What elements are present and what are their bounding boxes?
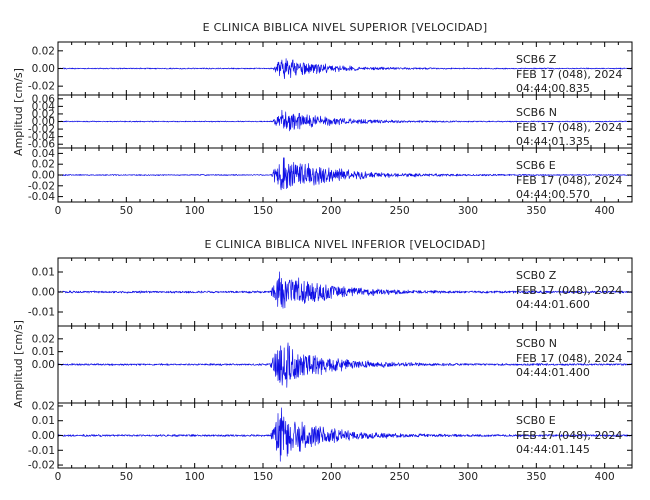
y-tick-label: 0.04 xyxy=(32,101,56,113)
x-tick-label: 50 xyxy=(120,205,133,217)
x-tick-label: 150 xyxy=(253,471,273,483)
y-tick-label: -0.04 xyxy=(28,131,55,143)
x-tick-label: 250 xyxy=(390,205,410,217)
chart-title: E CLINICA BIBLICA NIVEL INFERIOR [VELOCI… xyxy=(205,238,486,251)
x-tick-label: 300 xyxy=(458,205,478,217)
y-tick-label: 0.01 xyxy=(32,415,55,427)
y-axis-label: Amplitud [cm/s] xyxy=(12,320,25,408)
date-label: FEB 17 (048), 2024 xyxy=(516,284,622,297)
date-label: FEB 17 (048), 2024 xyxy=(516,429,622,442)
x-tick-label: 150 xyxy=(253,205,273,217)
panel-scb0-z: -0.01 0.00 0.01 SCB0 Z FEB 17 (048), 202404:… xyxy=(28,257,633,327)
y-tick-label: -0.04 xyxy=(28,191,55,203)
y-tick-label: 0.02 xyxy=(32,159,55,171)
y-tick-label: -0.06 xyxy=(28,139,55,151)
panel-scb6-e: -0.04-0.020.000.020.04 SCB6 E FEB 17 (048)… xyxy=(28,147,633,203)
seismogram-trace xyxy=(58,407,632,462)
y-tick-label: -0.02 xyxy=(28,124,55,136)
y-tick-label: 0.02 xyxy=(32,333,55,345)
station-label: SCB6 N xyxy=(516,106,557,119)
x-tick-label: 200 xyxy=(321,205,341,217)
x-tick-label: 350 xyxy=(526,471,546,483)
seismogram-trace xyxy=(58,271,632,309)
seismogram-trace xyxy=(58,109,632,132)
y-tick-label: 0.00 xyxy=(32,287,55,299)
time-label: 04:44:01.600 xyxy=(516,298,590,311)
y-tick-label: 0.02 xyxy=(32,400,55,412)
x-tick-label: 400 xyxy=(595,471,615,483)
x-tick-label: 400 xyxy=(595,205,615,217)
y-tick-label: -0.02 xyxy=(28,180,55,192)
time-label: 04:44:01.400 xyxy=(516,366,590,379)
date-label: FEB 17 (048), 2024 xyxy=(516,68,622,81)
x-tick-label: 50 xyxy=(120,471,133,483)
y-tick-label: -0.02 xyxy=(28,81,55,93)
y-tick-label: 0.00 xyxy=(32,359,55,371)
x-tick-label: 100 xyxy=(185,205,205,217)
y-tick-label: 0.00 xyxy=(32,430,55,442)
time-label: 04:44:01.145 xyxy=(516,443,590,456)
x-tick-label: 100 xyxy=(185,471,205,483)
chart-2: E CLINICA BIBLICA NIVEL INFERIOR [VELOCI… xyxy=(12,238,633,483)
y-axis-label: Amplitud [cm/s] xyxy=(12,68,25,156)
panel-scb0-e: -0.02 -0.01 0.00 0.01 0.02 SCB0 E FEB 17 (048)… xyxy=(28,400,633,472)
y-tick-label: 0.00 xyxy=(32,63,55,75)
station-label: SCB6 E xyxy=(516,159,556,172)
x-tick-label: 250 xyxy=(390,471,410,483)
y-tick-label: 0.04 xyxy=(32,148,56,160)
y-tick-label: -0.01 xyxy=(28,307,55,319)
time-label: 04:44:01.335 xyxy=(516,135,590,148)
station-label: SCB0 E xyxy=(516,414,556,427)
time-label: 04:44:00.835 xyxy=(516,82,590,95)
chart-title: E CLINICA BIBLICA NIVEL SUPERIOR [VELOCI… xyxy=(203,21,488,34)
y-tick-label: 0.01 xyxy=(32,267,55,279)
chart-1: E CLINICA BIBLICA NIVEL SUPERIOR [VELOCI… xyxy=(12,21,633,217)
x-tick-label: 200 xyxy=(321,471,341,483)
x-tick-label: 0 xyxy=(55,205,62,217)
panel-scb6-z: -0.02 0.00 0.02 SCB6 Z FEB 17 (048), 202404:… xyxy=(28,41,633,96)
station-label: SCB0 Z xyxy=(516,269,557,282)
station-label: SCB6 Z xyxy=(516,53,557,66)
y-tick-label: 0.02 xyxy=(32,108,55,120)
date-label: FEB 17 (048), 2024 xyxy=(516,174,622,187)
x-tick-label: 300 xyxy=(458,471,478,483)
y-tick-label: 0.06 xyxy=(32,93,56,105)
panel-scb0-n: 0.000.010.02 SCB0 N FEB 17 (048), 202404:4… xyxy=(32,325,633,404)
y-tick-label: 0.02 xyxy=(32,45,55,57)
seismogram-trace xyxy=(58,157,632,191)
panel-scb6-n: -0.06-0.04-0.020.000.020.040.06 SCB6 N FEB… xyxy=(28,93,633,151)
y-tick-label: -0.01 xyxy=(28,445,55,457)
date-label: FEB 17 (048), 2024 xyxy=(516,121,622,134)
y-tick-label: -0.02 xyxy=(28,460,55,472)
y-tick-label: 0.00 xyxy=(32,170,55,182)
station-label: SCB0 N xyxy=(516,337,557,350)
seismogram-trace xyxy=(58,58,632,80)
time-label: 04:44:00.570 xyxy=(516,188,590,201)
x-tick-label: 0 xyxy=(55,471,62,483)
y-tick-label: 0.01 xyxy=(32,346,55,358)
x-tick-label: 350 xyxy=(526,205,546,217)
date-label: FEB 17 (048), 2024 xyxy=(516,352,622,365)
seismogram-trace xyxy=(58,342,632,388)
y-tick-label: 0.00 xyxy=(32,116,55,128)
